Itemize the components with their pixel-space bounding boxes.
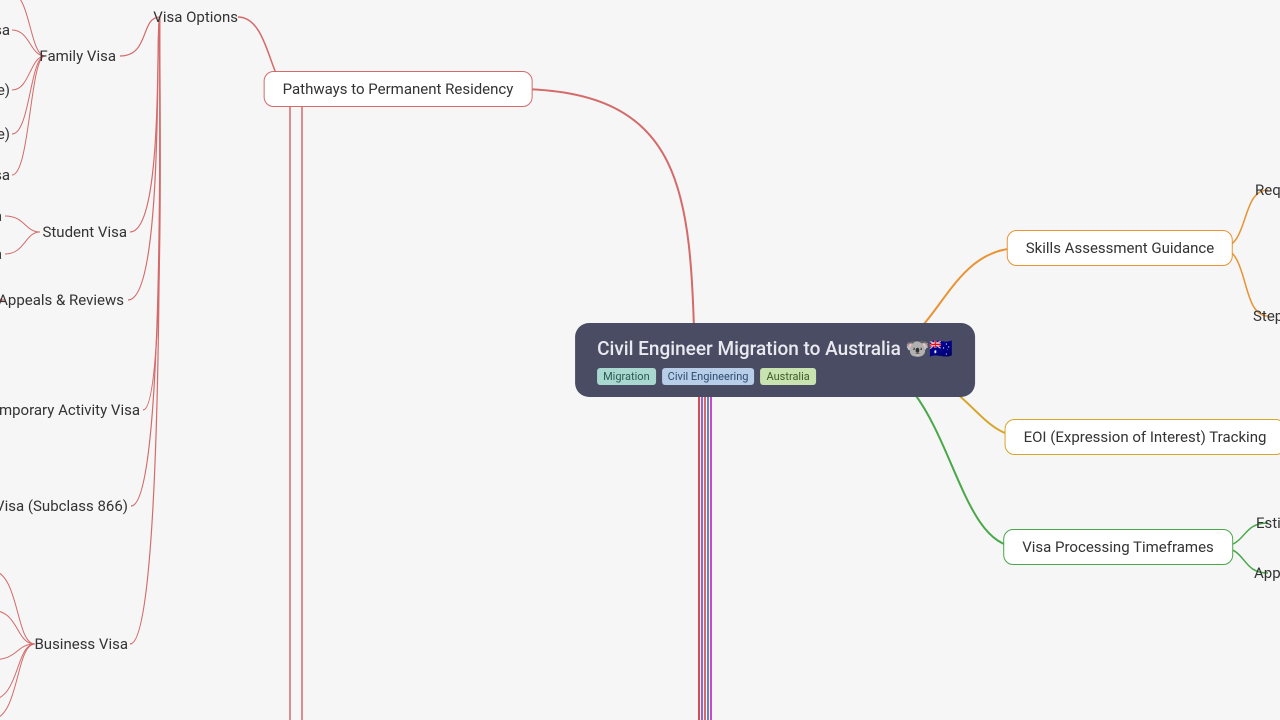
node-pathways-pr[interactable]: Pathways to Permanent Residency (264, 71, 533, 107)
tag-australia[interactable]: Australia (760, 368, 815, 385)
leaf-truncated[interactable]: a (0, 207, 2, 225)
leaf-appeals-reviews[interactable]: Appeals & Reviews (0, 291, 124, 309)
node-label: EOI (Expression of Interest) Tracking (1024, 428, 1267, 446)
leaf-truncated[interactable]: sa (0, 21, 10, 39)
leaf-truncated[interactable]: sa (0, 166, 10, 184)
central-title: Civil Engineer Migration to Australia 🐨🇦… (597, 337, 953, 360)
node-label: Pathways to Permanent Residency (283, 80, 514, 98)
tag-civil-eng[interactable]: Civil Engineering (662, 368, 755, 385)
leaf-family-visa[interactable]: Family Visa (39, 47, 116, 65)
node-visa-timeframes[interactable]: Visa Processing Timeframes (1003, 529, 1233, 565)
leaf-visa-options[interactable]: Visa Options (153, 8, 238, 26)
leaf-application[interactable]: App (1254, 564, 1280, 582)
tag-migration[interactable]: Migration (597, 368, 656, 385)
leaf-protection-visa-866[interactable]: on Visa (Subclass 866) (0, 497, 128, 515)
leaf-steps[interactable]: Step (1253, 307, 1280, 325)
leaf-truncated[interactable]: a (0, 245, 2, 263)
leaf-student-visa[interactable]: Student Visa (42, 223, 127, 241)
leaf-business-visa[interactable]: Business Visa (34, 635, 128, 653)
leaf-requirements[interactable]: Req (1255, 181, 1280, 199)
leaf-truncated[interactable]: e) (0, 125, 10, 143)
leaf-truncated[interactable]: sa (0, 0, 10, 3)
node-eoi-tracking[interactable]: EOI (Expression of Interest) Tracking (1005, 419, 1280, 455)
leaf-temp-activity-visa[interactable]: mporary Activity Visa (0, 401, 140, 419)
central-tags: Migration Civil Engineering Australia (597, 368, 953, 385)
leaf-truncated[interactable]: e) (0, 81, 10, 99)
leaf-estimate[interactable]: Esti (1256, 514, 1280, 532)
node-skills-assessment[interactable]: Skills Assessment Guidance (1007, 230, 1233, 266)
node-label: Skills Assessment Guidance (1026, 239, 1214, 257)
central-node[interactable]: Civil Engineer Migration to Australia 🐨🇦… (575, 323, 975, 397)
node-label: Visa Processing Timeframes (1022, 538, 1214, 556)
